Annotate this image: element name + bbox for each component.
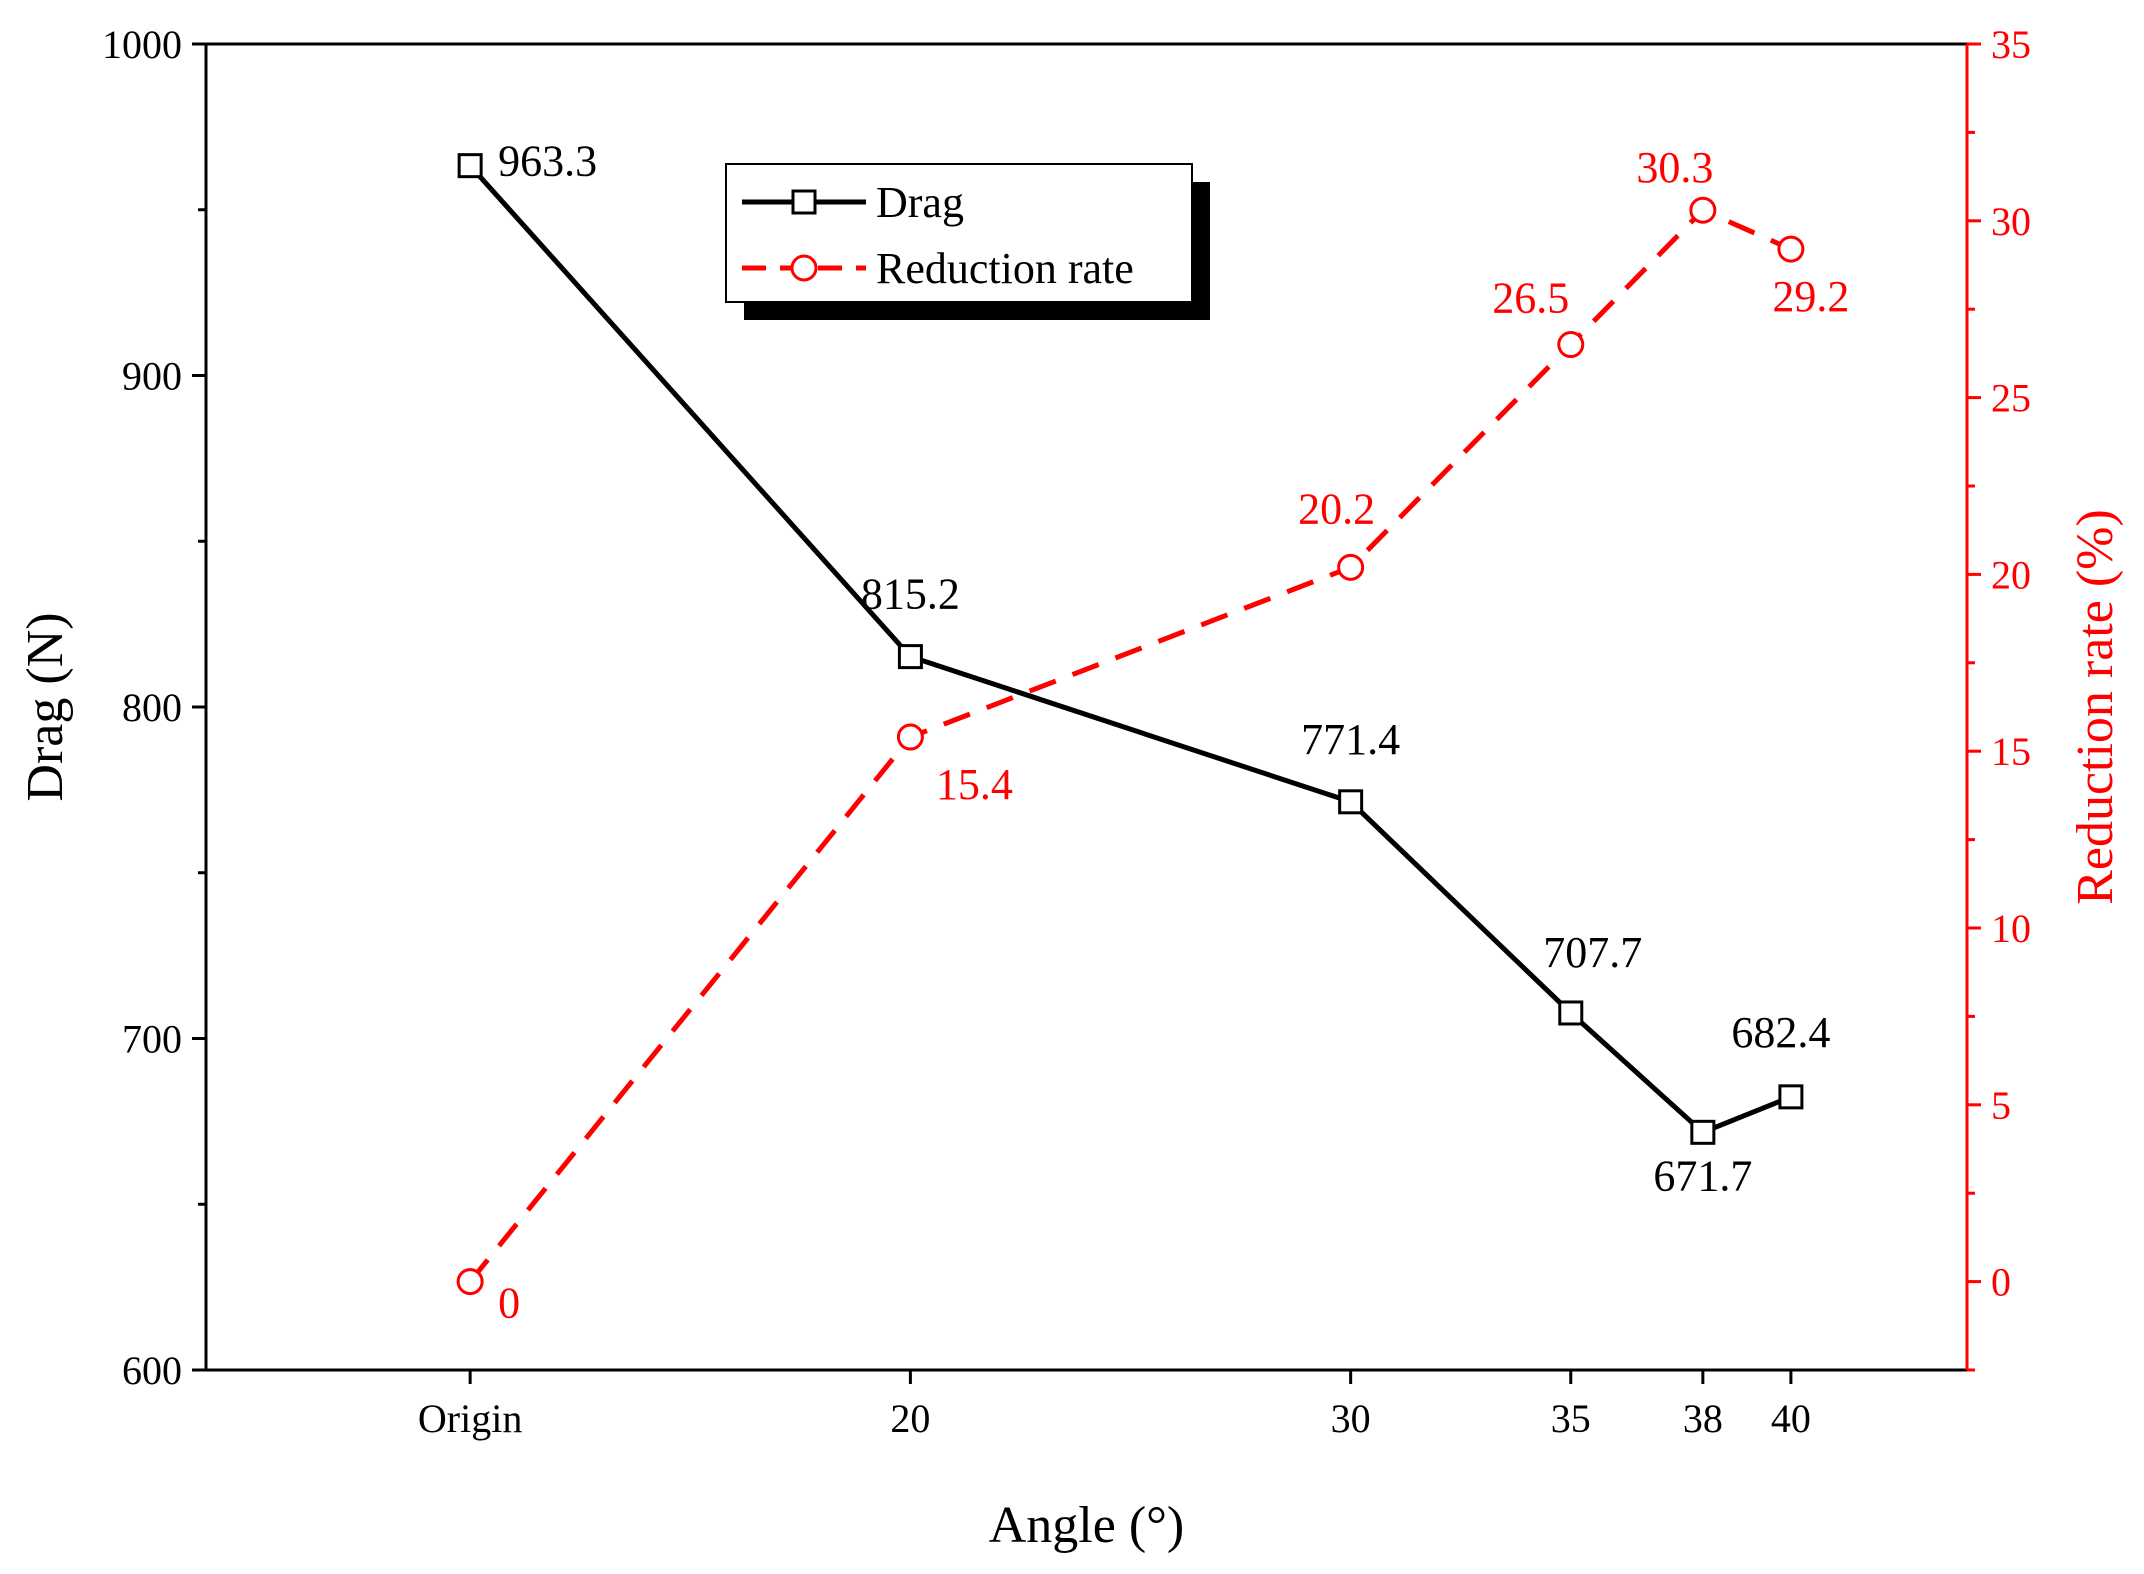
reduction-data-label: 15.4: [936, 760, 1013, 809]
reduction-data-label: 0: [498, 1279, 520, 1328]
right-y-axis-title: Reduction rate (%): [2067, 509, 2124, 905]
x-axis-title: Angle (°): [989, 1497, 1185, 1554]
drag-data-label: 707.7: [1543, 928, 1642, 977]
left-y-tick-label: 600: [122, 1348, 182, 1393]
x-tick-label: 35: [1551, 1396, 1591, 1441]
legend-square-marker: [791, 189, 817, 215]
legend-entry-label: Drag: [876, 178, 964, 227]
x-tick-label: 30: [1331, 1396, 1371, 1441]
x-tick-label: Origin: [418, 1396, 522, 1441]
drag-point-marker: [1690, 1119, 1716, 1145]
reduction-point-marker: [1337, 553, 1365, 581]
right-y-tick-label: 30: [1991, 199, 2031, 244]
right-y-tick-label: 5: [1991, 1083, 2011, 1128]
reduction-point-marker: [896, 723, 924, 751]
drag-data-label: 963.3: [498, 137, 597, 186]
drag-data-label: 671.7: [1653, 1151, 1752, 1200]
x-tick-label: 20: [890, 1396, 930, 1441]
left-y-tick-label: 700: [122, 1017, 182, 1062]
drag-point-marker: [1338, 789, 1364, 815]
legend-circle-marker: [790, 254, 818, 282]
series-line-drag: [468, 163, 1792, 1135]
reduction-point-marker: [456, 1268, 484, 1296]
right-y-tick-label: 0: [1991, 1260, 2011, 1305]
left-y-axis-title: Drag (N): [17, 612, 74, 801]
right-y-tick-label: 15: [1991, 729, 2031, 774]
reduction-point-marker: [1777, 235, 1805, 263]
reduction-data-label: 30.3: [1636, 143, 1713, 192]
series-line-reduction-rate: [468, 207, 1792, 1284]
reduction-point-marker: [1689, 196, 1717, 224]
right-y-tick-label: 25: [1991, 376, 2031, 421]
x-tick-label: 38: [1683, 1396, 1723, 1441]
drag-data-label: 682.4: [1731, 1008, 1830, 1057]
drag-point-marker: [1558, 1000, 1584, 1026]
drag-point-marker: [457, 153, 483, 179]
drag-point-marker: [897, 644, 923, 670]
right-y-tick-label: 20: [1991, 552, 2031, 597]
left-y-tick-label: 1000: [102, 22, 182, 67]
right-y-tick-label: 10: [1991, 906, 2031, 951]
reduction-data-label: 20.2: [1298, 484, 1375, 533]
left-y-tick-label: 800: [122, 685, 182, 730]
reduction-data-label: 29.2: [1772, 272, 1849, 321]
drag-data-label: 815.2: [861, 570, 960, 619]
right-y-tick-label: 35: [1991, 22, 2031, 67]
reduction-point-marker: [1557, 331, 1585, 359]
reduction-data-label: 26.5: [1492, 274, 1569, 323]
x-tick-label: 40: [1771, 1396, 1811, 1441]
drag-data-label: 771.4: [1301, 715, 1400, 764]
left-y-tick-label: 900: [122, 354, 182, 399]
legend-entry-label: Reduction rate: [876, 244, 1134, 293]
drag-point-marker: [1778, 1084, 1804, 1110]
